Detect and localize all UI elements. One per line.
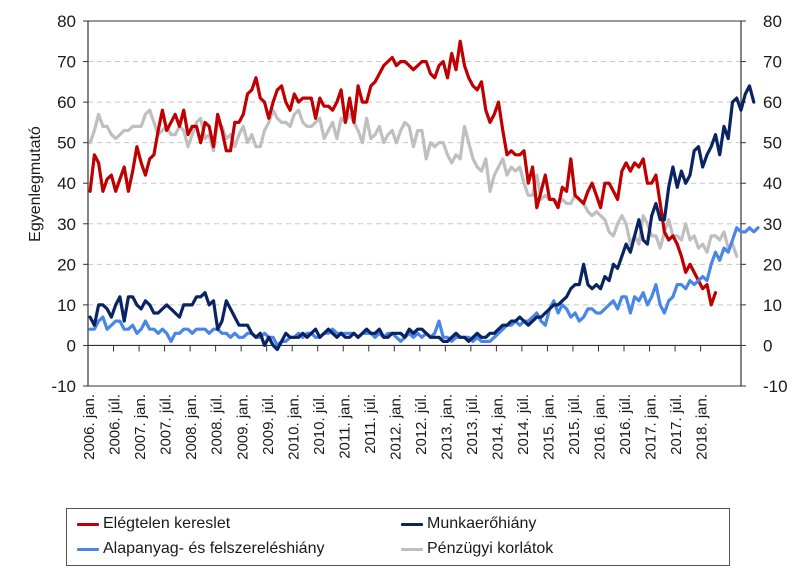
x-tick-label: 2011. júl.: [362, 394, 379, 454]
y-tick-label-left: 50: [57, 134, 76, 153]
legend-swatch: [77, 547, 99, 551]
x-tick-label: 2009. jan.: [234, 394, 251, 460]
series-group: [88, 39, 760, 352]
y-tick-label-left: 80: [57, 12, 76, 31]
y-tick-label-right: 0: [763, 336, 772, 355]
x-tick-label: 2015. jan.: [541, 394, 558, 460]
legend-item-alapanyag: Alapanyag- és felszereléshiány: [77, 540, 324, 558]
legend-label: Munkaerőhiány: [427, 515, 537, 532]
legend-item-munkaerohiany: Munkaerőhiány: [401, 515, 536, 533]
x-tick-label: 2007. júl.: [158, 394, 175, 455]
y-axis-left-labels: -10 0 10 20 30 40 50 60 70 80: [51, 12, 76, 396]
legend-swatch: [401, 522, 423, 526]
series-line-1: [88, 84, 756, 352]
legend-label: Elégtelen kereslet: [103, 515, 231, 532]
legend-label: Alapanyag- és felszereléshiány: [103, 540, 325, 557]
y-tick-label-right: 10: [763, 296, 782, 315]
x-tick-label: 2016. júl.: [617, 394, 634, 455]
x-tick-label: 2006. jan.: [81, 394, 98, 460]
x-tick-label: 2017. jan.: [643, 394, 660, 460]
legend-item-penzugyi-korlatok: Pénzügyi korlátok: [401, 540, 553, 558]
legend: Elégtelen kereslet Munkaerőhiány Alapany…: [66, 508, 730, 566]
y-tick-label-right: -10: [763, 377, 788, 396]
series-line-3: [88, 108, 739, 258]
x-tick-label: 2012. júl.: [413, 394, 430, 455]
legend-swatch: [77, 522, 99, 526]
y-tick-label-left: -10: [51, 377, 76, 396]
y-tick-label-left: 60: [57, 93, 76, 112]
x-tick-label: 2008. júl.: [209, 394, 226, 455]
y-tick-label-right: 20: [763, 255, 782, 274]
y-tick-label-right: 60: [763, 93, 782, 112]
x-tick-label: 2010. jan.: [285, 394, 302, 460]
y-tick-label-right: 80: [763, 12, 782, 31]
y-tick-label-left: 20: [57, 255, 76, 274]
y-tick-label-right: 30: [763, 215, 782, 234]
y-axis-title: Egyenlegmutató: [27, 126, 44, 242]
x-tick-label: 2013. júl.: [464, 394, 481, 455]
y-tick-label-right: 70: [763, 53, 782, 72]
x-tick-label: 2014. jan.: [490, 394, 507, 460]
y-tick-label-left: 10: [57, 296, 76, 315]
x-axis-labels: 2006. jan. 2006. júl. 2007. jan. 2007. júl.…: [81, 394, 711, 460]
x-tick-label: 2014. júl.: [515, 394, 532, 455]
series-line-0: [88, 39, 718, 307]
x-tick-label: 2015. júl.: [566, 394, 583, 455]
x-tick-label: 2007. jan.: [132, 394, 149, 460]
x-tick-label: 2016. jan.: [592, 394, 609, 460]
series-line-2: [88, 226, 760, 347]
x-tick-label: 2008. jan.: [183, 394, 200, 460]
x-tick-label: 2013. jan.: [438, 394, 455, 460]
y-tick-label-left: 0: [67, 336, 76, 355]
y-tick-label-left: 70: [57, 53, 76, 72]
x-tick-label: 2012. jan.: [387, 394, 404, 460]
y-tick-label-left: 40: [57, 174, 76, 193]
legend-label: Pénzügyi korlátok: [427, 540, 554, 557]
gridlines: [88, 61, 741, 306]
axes: [83, 20, 746, 387]
x-tick-label: 2006. júl.: [107, 394, 124, 455]
x-tick-label: 2009. júl.: [260, 394, 277, 455]
y-tick-label-left: 30: [57, 215, 76, 234]
y-tick-label-right: 50: [763, 134, 782, 153]
x-tick-label: 2018. jan.: [694, 394, 711, 460]
legend-swatch: [401, 547, 423, 551]
x-tick-label: 2011. jan.: [336, 394, 353, 459]
x-tick-label: 2010. júl.: [311, 394, 328, 455]
legend-item-elegtelen-kereslet: Elégtelen kereslet: [77, 515, 230, 533]
y-axis-right-labels: -10 0 10 20 30 40 50 60 70 80: [763, 12, 788, 396]
x-tick-label: 2017. júl.: [668, 394, 685, 455]
y-tick-label-right: 40: [763, 174, 782, 193]
